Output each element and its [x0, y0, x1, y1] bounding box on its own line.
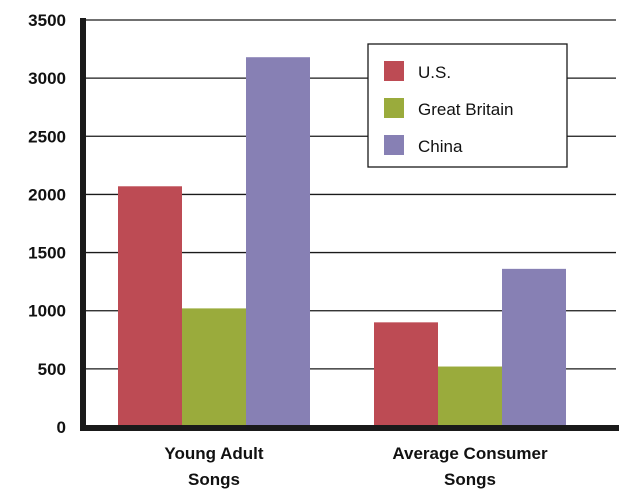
- y-tick-label: 2000: [28, 185, 66, 204]
- y-tick-labels: 0 500 1000 1500 2000 2500 3000 3500: [28, 11, 66, 437]
- axes: [80, 18, 619, 431]
- legend-label: Great Britain: [418, 100, 513, 119]
- y-tick-label: 2500: [28, 127, 66, 146]
- bars: [118, 57, 566, 428]
- bar-great-britain: [438, 366, 502, 427]
- y-tick-label: 1500: [28, 244, 66, 263]
- bar-great-britain: [182, 308, 246, 427]
- bar-u-s-: [374, 322, 438, 427]
- legend-swatch: [384, 98, 404, 118]
- bar-china: [246, 57, 310, 428]
- x-tick-label: Songs: [188, 470, 240, 489]
- y-tick-label: 500: [38, 360, 66, 379]
- x-tick-label: Songs: [444, 470, 496, 489]
- y-tick-label: 0: [57, 418, 66, 437]
- legend: U.S. Great Britain China: [367, 43, 568, 168]
- bar-china: [502, 268, 566, 427]
- x-tick-labels: Young Adult Songs Average Consumer Songs: [164, 444, 548, 489]
- x-tick-label: Young Adult: [164, 444, 263, 463]
- y-axis: [80, 18, 86, 431]
- x-tick-label: Average Consumer: [392, 444, 548, 463]
- y-tick-label: 3000: [28, 69, 66, 88]
- y-tick-label: 3500: [28, 11, 66, 30]
- legend-swatch: [384, 61, 404, 81]
- legend-label: U.S.: [418, 63, 451, 82]
- x-axis: [80, 425, 619, 431]
- bar-u-s-: [118, 186, 182, 427]
- legend-swatch: [384, 135, 404, 155]
- legend-label: China: [418, 137, 463, 156]
- y-tick-label: 1000: [28, 302, 66, 321]
